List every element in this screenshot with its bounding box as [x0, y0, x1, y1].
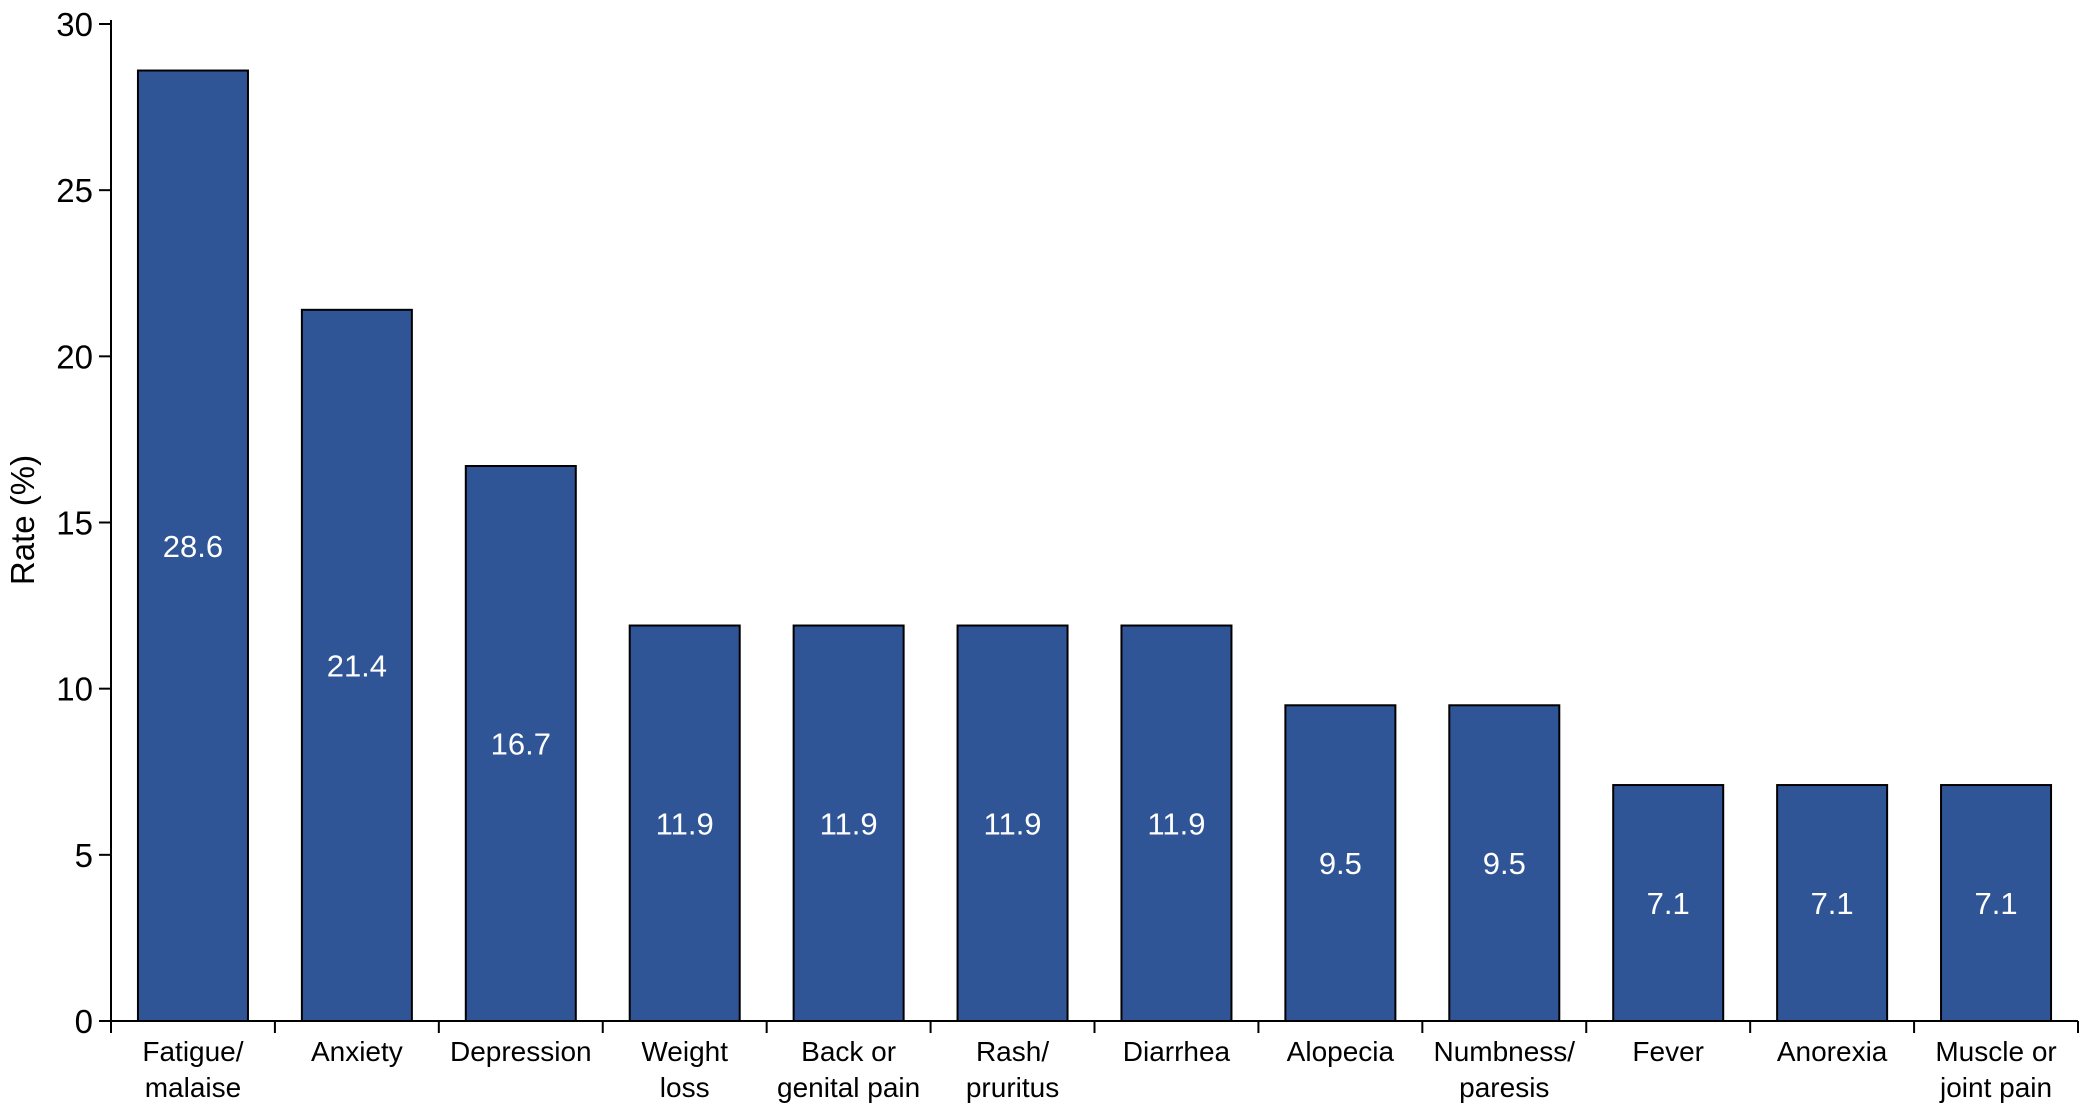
data-label-6: 11.9 — [1147, 806, 1205, 841]
category-label-9: Fever — [1632, 1036, 1704, 1067]
category-label-4: Back or genital pain — [777, 1036, 920, 1103]
bars-layer — [136, 69, 2053, 1023]
bar-1 — [300, 308, 413, 1023]
category-label-line: loss — [660, 1072, 710, 1103]
data-label-9: 7.1 — [1647, 886, 1690, 921]
category-label-6: Diarrhea — [1123, 1036, 1231, 1067]
category-label-0: Fatigue/malaise — [142, 1036, 243, 1103]
category-label-line: Alopecia — [1287, 1036, 1395, 1067]
bar-7 — [1284, 704, 1397, 1022]
category-label-line: Anxiety — [311, 1036, 403, 1067]
y-tick-label-5: 25 — [56, 172, 93, 209]
category-label-line: pruritus — [966, 1072, 1059, 1103]
category-label-line: Back or — [801, 1036, 896, 1067]
y-tick-label-1: 5 — [75, 837, 93, 874]
category-label-line: genital pain — [777, 1072, 920, 1103]
category-label-2: Depression — [450, 1036, 592, 1067]
category-label-line: Rash/ — [976, 1036, 1049, 1067]
bar-11 — [1940, 784, 2053, 1022]
category-label-line: paresis — [1459, 1072, 1549, 1103]
bar-2 — [464, 465, 577, 1022]
category-label-11: Muscle or joint pain — [1935, 1036, 2056, 1103]
y-tick-label-2: 10 — [56, 671, 93, 708]
y-tick-label-3: 15 — [56, 505, 93, 542]
labels-layer: 28.6 21.4 16.7 11.9 11.9 11.9 11.9 9.5 9.5 7.1 7.1… — [142, 529, 2056, 1103]
y-tick-label-6: 30 — [56, 6, 93, 43]
category-label-line: Fever — [1632, 1036, 1704, 1067]
y-tick-label-4: 20 — [56, 338, 93, 375]
bar-10 — [1776, 784, 1889, 1022]
data-label-11: 7.1 — [1974, 886, 2017, 921]
category-label-line: Fatigue/ — [142, 1036, 243, 1067]
data-label-10: 7.1 — [1811, 886, 1854, 921]
axes-layer: 0 5 10 15 20 25 30 — [56, 6, 2079, 1040]
data-label-8: 9.5 — [1483, 846, 1526, 881]
bar-3 — [628, 624, 741, 1022]
y-tick-label-0: 0 — [75, 1003, 93, 1040]
data-label-7: 9.5 — [1319, 846, 1362, 881]
category-label-10: Anorexia — [1777, 1036, 1888, 1067]
category-label-line: Muscle or — [1935, 1036, 2056, 1067]
y-axis-title: Rate (%) — [4, 455, 41, 585]
category-label-5: Rash/pruritus — [966, 1036, 1059, 1103]
bar-0 — [136, 69, 249, 1022]
category-label-line: malaise — [145, 1072, 241, 1103]
data-label-4: 11.9 — [820, 806, 878, 841]
data-label-5: 11.9 — [984, 806, 1042, 841]
category-label-3: Weight loss — [641, 1036, 728, 1103]
category-label-line: Weight — [641, 1036, 728, 1067]
category-label-line: Numbness/ — [1433, 1036, 1575, 1067]
category-label-line: Depression — [450, 1036, 592, 1067]
category-label-8: Numbness/paresis — [1433, 1036, 1575, 1103]
data-label-3: 11.9 — [656, 806, 714, 841]
category-label-1: Anxiety — [311, 1036, 403, 1067]
category-label-line: Diarrhea — [1123, 1036, 1231, 1067]
category-label-7: Alopecia — [1287, 1036, 1395, 1067]
bar-9 — [1612, 784, 1725, 1022]
data-label-1: 21.4 — [327, 648, 387, 683]
category-label-line: joint pain — [1939, 1072, 2052, 1103]
bar-5 — [956, 624, 1069, 1022]
data-label-0: 28.6 — [163, 529, 223, 564]
bar-4 — [792, 624, 905, 1022]
category-label-line: Anorexia — [1777, 1036, 1888, 1067]
data-label-2: 16.7 — [491, 727, 551, 762]
